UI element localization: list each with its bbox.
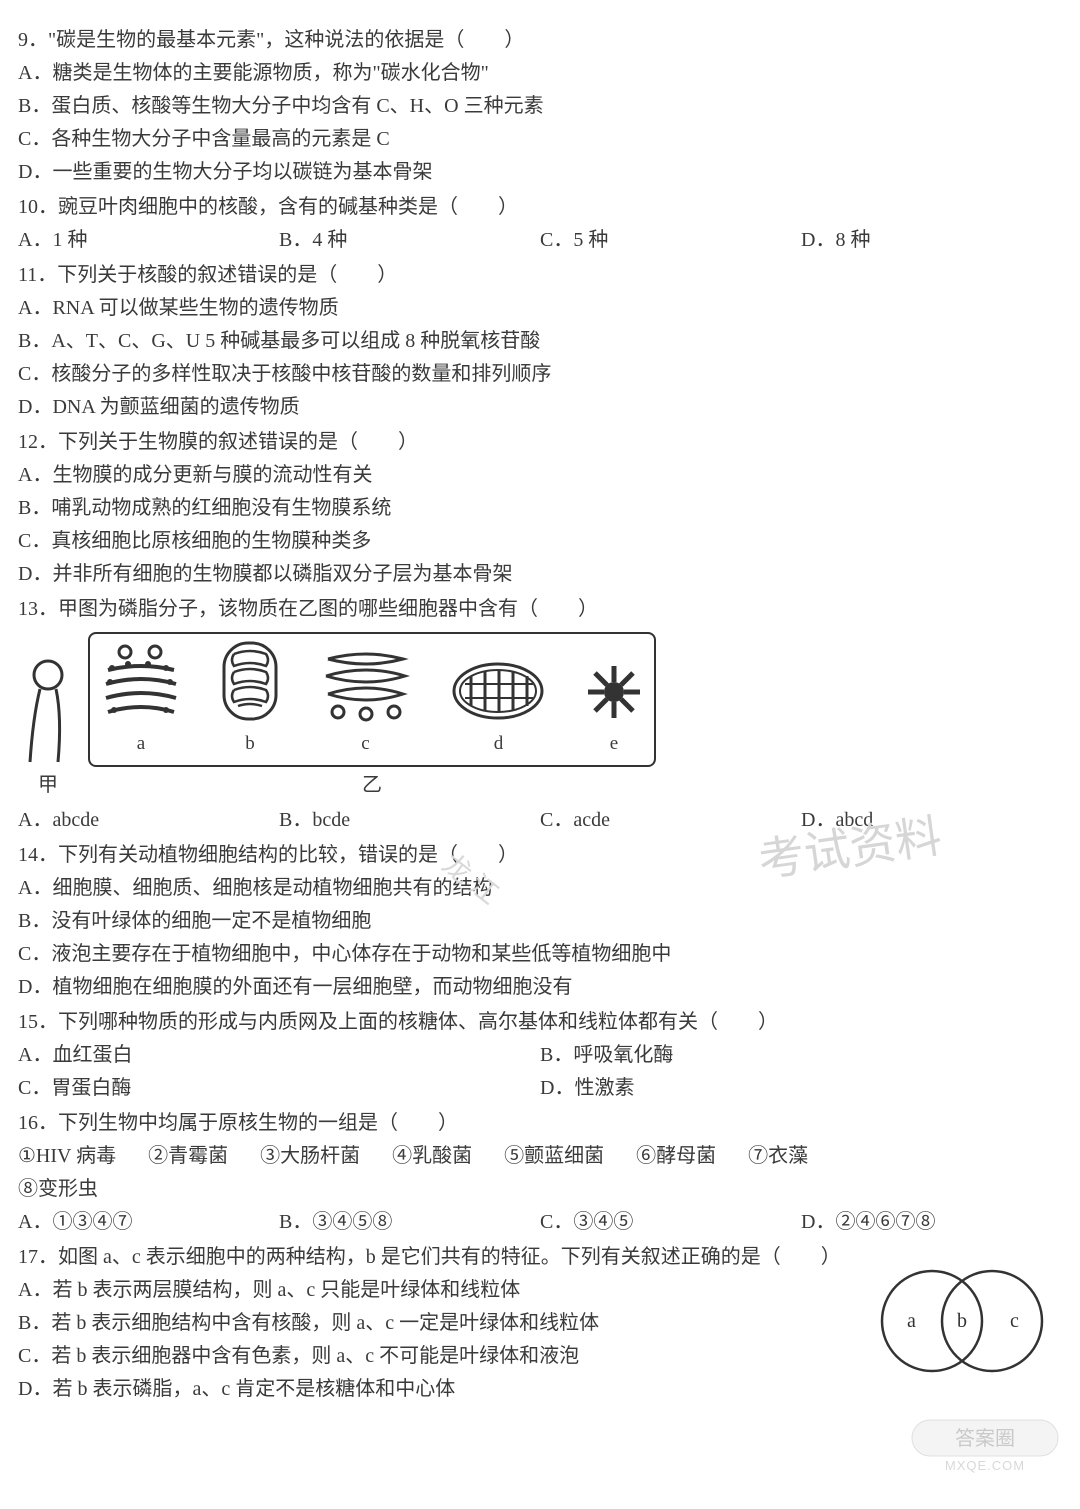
item-3: ③大肠杆菌 (260, 1140, 360, 1173)
question-9: 9．"碳是生物的最基本元素"，这种说法的依据是（ ） A．糖类是生物体的主要能源… (18, 24, 1062, 189)
item-2: ②青霉菌 (148, 1140, 228, 1173)
q13-opt-a: A．abcde (18, 804, 279, 837)
q15-options: A．血红蛋白 B．呼吸氧化酶 C．胃蛋白酶 D．性激素 (18, 1039, 1062, 1105)
question-10: 10．豌豆叶肉细胞中的核酸，含有的碱基种类是（ ） A．1 种 B．4 种 C．… (18, 191, 1062, 257)
item-1: ①HIV 病毒 (18, 1140, 116, 1173)
q13-opt-d: D．abcd (801, 804, 1062, 837)
q16-opt-b: B．③④⑤⑧ (279, 1206, 540, 1239)
q16-stem: 16．下列生物中均属于原核生物的一组是（ ） (18, 1107, 1062, 1140)
question-16: 16．下列生物中均属于原核生物的一组是（ ） ①HIV 病毒 ②青霉菌 ③大肠杆… (18, 1107, 1062, 1239)
q16-items: ①HIV 病毒 ②青霉菌 ③大肠杆菌 ④乳酸菌 ⑤颤蓝细菌 ⑥酵母菌 ⑦衣藻 (18, 1140, 1062, 1173)
mitochondrion-icon (451, 660, 546, 722)
q10-stem: 10．豌豆叶肉细胞中的核酸，含有的碱基种类是（ ） (18, 191, 1062, 224)
q11-stem: 11．下列关于核酸的叙述错误的是（ ） (18, 259, 1062, 292)
organelle-b: b (220, 640, 280, 759)
q11-opt-b: B．A、T、C、G、U 5 种碱基最多可以组成 8 种脱氧核苷酸 (18, 325, 1062, 358)
label-c: c (361, 728, 369, 759)
q14-opt-a: A．细胞膜、细胞质、细胞核是动植物细胞共有的结构 (18, 872, 1062, 905)
venn-label-a: a (907, 1310, 916, 1332)
organelle-e: e (584, 662, 644, 759)
q13-options: A．abcde B．bcde C．acde D．abcd (18, 804, 1062, 837)
q14-opt-b: B．没有叶绿体的细胞一定不是植物细胞 (18, 905, 1062, 938)
yi-label: 乙 (362, 769, 382, 802)
q9-opt-d: D．一些重要的生物大分子均以碳链为基本骨架 (18, 156, 1062, 189)
organelle-d: d (451, 660, 546, 759)
q10-opt-d: D．8 种 (801, 224, 1062, 257)
q12-opt-a: A．生物膜的成分更新与膜的流动性有关 (18, 459, 1062, 492)
q10-options: A．1 种 B．4 种 C．5 种 D．8 种 (18, 224, 1062, 257)
q12-opt-c: C．真核细胞比原核细胞的生物膜种类多 (18, 525, 1062, 558)
q13-opt-c: C．acde (540, 804, 801, 837)
q9-opt-a: A．糖类是生物体的主要能源物质，称为"碳水化合物" (18, 57, 1062, 90)
phospholipid-icon: 甲 (18, 657, 78, 802)
q14-stem: 14．下列有关动植物细胞结构的比较，错误的是（ ） (18, 839, 1062, 872)
item-5: ⑤颤蓝细菌 (504, 1140, 604, 1173)
question-13: 13．甲图为磷脂分子，该物质在乙图的哪些细胞器中含有（ ） 甲 (18, 593, 1062, 837)
organelle-box: a b (88, 632, 656, 767)
q11-options: A．RNA 可以做某些生物的遗传物质 B．A、T、C、G、U 5 种碱基最多可以… (18, 292, 1062, 424)
site-watermark: 答案圈 MXQE.COM (910, 1418, 1060, 1485)
q16-options: A．①③④⑦ B．③④⑤⑧ C．③④⑤ D．②④⑥⑦⑧ (18, 1206, 1062, 1239)
q15-stem: 15．下列哪种物质的形成与内质网及上面的核糖体、高尔基体和线粒体都有关（ ） (18, 1006, 1062, 1039)
q17-opt-c: C．若 b 表示细胞器中含有色素，则 a、c 不可能是叶绿体和液泡 (18, 1340, 758, 1373)
label-b: b (245, 728, 255, 759)
question-12: 12．下列关于生物膜的叙述错误的是（ ） A．生物膜的成分更新与膜的流动性有关 … (18, 426, 1062, 591)
ribosome-icon (584, 662, 644, 722)
label-e: e (610, 728, 618, 759)
q14-opt-c: C．液泡主要存在于植物细胞中，中心体存在于动物和某些低等植物细胞中 (18, 938, 1062, 971)
q17-opt-a: A．若 b 表示两层膜结构，则 a、c 只能是叶绿体和线粒体 (18, 1274, 758, 1307)
q14-opt-d: D．植物细胞在细胞膜的外面还有一层细胞壁，而动物细胞没有 (18, 971, 1062, 1004)
q11-opt-d: D．DNA 为颤蓝细菌的遗传物质 (18, 391, 1062, 424)
q10-opt-a: A．1 种 (18, 224, 279, 257)
q12-options: A．生物膜的成分更新与膜的流动性有关 B．哺乳动物成熟的红细胞没有生物膜系统 C… (18, 459, 1062, 591)
svg-text:答案圈: 答案圈 (955, 1427, 1015, 1450)
q9-stem: 9．"碳是生物的最基本元素"，这种说法的依据是（ ） (18, 24, 1062, 57)
svg-text:MXQE.COM: MXQE.COM (945, 1458, 1025, 1473)
jia-label: 甲 (38, 769, 58, 802)
venn-label-b: b (957, 1310, 967, 1332)
organelle-c: c (318, 644, 413, 759)
q11-opt-a: A．RNA 可以做某些生物的遗传物质 (18, 292, 1062, 325)
q10-opt-b: B．4 种 (279, 224, 540, 257)
q13-stem: 13．甲图为磷脂分子，该物质在乙图的哪些细胞器中含有（ ） (18, 593, 1062, 626)
yi-wrap: a b (88, 632, 656, 802)
label-d: d (494, 728, 504, 759)
q17-opt-b: B．若 b 表示细胞结构中含有核酸，则 a、c 一定是叶绿体和线粒体 (18, 1307, 758, 1340)
q15-opt-c: C．胃蛋白酶 (18, 1072, 540, 1105)
q12-opt-d: D．并非所有细胞的生物膜都以磷脂双分子层为基本骨架 (18, 558, 1062, 591)
venn-label-c: c (1010, 1310, 1019, 1332)
question-11: 11．下列关于核酸的叙述错误的是（ ） A．RNA 可以做某些生物的遗传物质 B… (18, 259, 1062, 424)
q12-stem: 12．下列关于生物膜的叙述错误的是（ ） (18, 426, 1062, 459)
q9-opt-b: B．蛋白质、核酸等生物大分子中均含有 C、H、O 三种元素 (18, 90, 1062, 123)
q11-opt-c: C．核酸分子的多样性取决于核酸中核苷酸的数量和排列顺序 (18, 358, 1062, 391)
organelle-a: a (100, 642, 182, 759)
q13-figure: 甲 a (18, 632, 1062, 802)
q12-opt-b: B．哺乳动物成熟的红细胞没有生物膜系统 (18, 492, 1062, 525)
q15-opt-d: D．性激素 (540, 1072, 1062, 1105)
item-8: ⑧变形虫 (18, 1173, 1062, 1206)
label-a: a (137, 728, 145, 759)
question-14: 14．下列有关动植物细胞结构的比较，错误的是（ ） 龙江 A．细胞膜、细胞质、细… (18, 839, 1062, 1004)
q9-opt-c: C．各种生物大分子中含量最高的元素是 C (18, 123, 1062, 156)
chloroplast-icon (220, 640, 280, 722)
item-4: ④乳酸菌 (392, 1140, 472, 1173)
item-6: ⑥酵母菌 (636, 1140, 716, 1173)
question-17: 17．如图 a、c 表示细胞中的两种结构，b 是它们共有的特征。下列有关叙述正确… (18, 1241, 1062, 1406)
q9-options: A．糖类是生物体的主要能源物质，称为"碳水化合物" B．蛋白质、核酸等生物大分子… (18, 57, 1062, 189)
er-icon (100, 642, 182, 722)
q15-opt-b: B．呼吸氧化酶 (540, 1039, 1062, 1072)
q14-options: A．细胞膜、细胞质、细胞核是动植物细胞共有的结构 B．没有叶绿体的细胞一定不是植… (18, 872, 1062, 1004)
q16-opt-d: D．②④⑥⑦⑧ (801, 1206, 1062, 1239)
item-7: ⑦衣藻 (748, 1140, 808, 1173)
q16-opt-a: A．①③④⑦ (18, 1206, 279, 1239)
question-15: 15．下列哪种物质的形成与内质网及上面的核糖体、高尔基体和线粒体都有关（ ） A… (18, 1006, 1062, 1105)
golgi-icon (318, 644, 413, 722)
q17-opt-d: D．若 b 表示磷脂，a、c 肯定不是核糖体和中心体 (18, 1373, 758, 1406)
q17-options: A．若 b 表示两层膜结构，则 a、c 只能是叶绿体和线粒体 B．若 b 表示细… (18, 1274, 758, 1406)
q16-opt-c: C．③④⑤ (540, 1206, 801, 1239)
q10-opt-c: C．5 种 (540, 224, 801, 257)
q13-opt-b: B．bcde (279, 804, 540, 837)
venn-diagram-icon: a b c (862, 1261, 1052, 1381)
q15-opt-a: A．血红蛋白 (18, 1039, 540, 1072)
